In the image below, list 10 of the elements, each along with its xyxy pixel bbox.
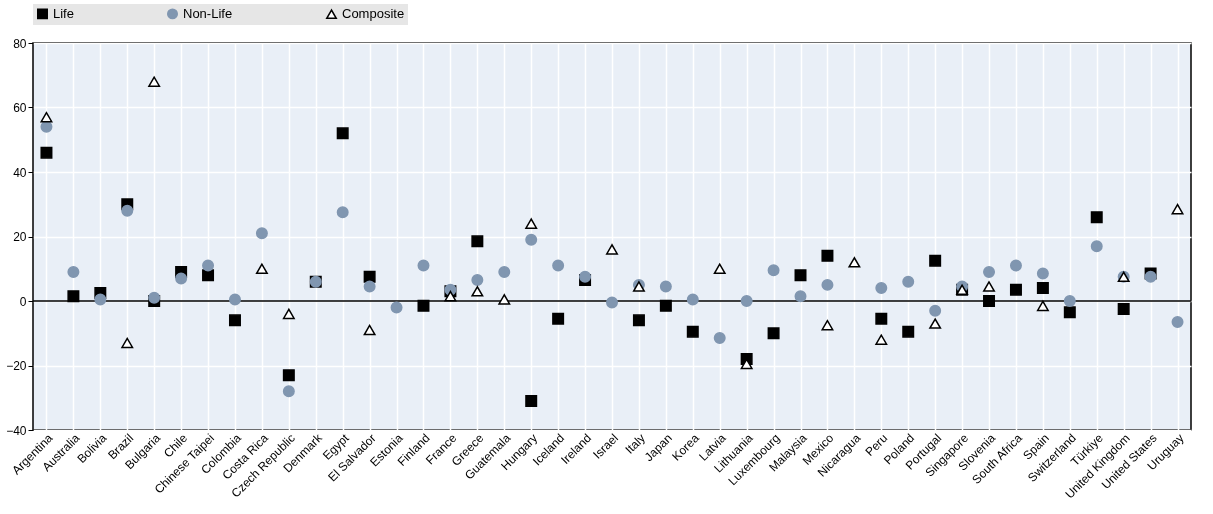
y-tick-label: 40 <box>13 165 27 180</box>
legend-label: Non-Life <box>183 5 233 21</box>
y-tick-label: −20 <box>6 359 27 373</box>
y-tick-label: 20 <box>13 230 27 244</box>
y-tick-label: 80 <box>13 36 27 51</box>
y-tick-label: 0 <box>19 294 27 309</box>
y-tick-label: −40 <box>6 423 27 438</box>
y-tick-label: 60 <box>13 101 27 115</box>
legend-label: Composite <box>342 6 405 22</box>
legend-label: Life <box>53 5 74 21</box>
